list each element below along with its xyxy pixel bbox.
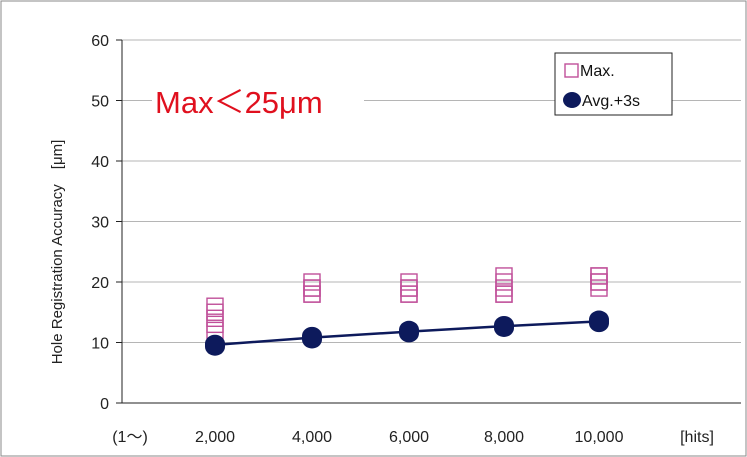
legend-avg-marker (563, 92, 581, 108)
y-tick-label: 50 (91, 94, 109, 111)
y-tick-label: 30 (91, 215, 109, 232)
legend-max-label: Max. (580, 63, 615, 80)
y-tick-label: 60 (91, 33, 109, 50)
y-axis-label: Hole Registration Accuracy [μm] (49, 140, 66, 365)
x-tick-label: 10,000 (575, 429, 624, 446)
x-axis-start-label: (1～) (112, 429, 148, 446)
max-annotation: Max＜25μm (155, 85, 323, 120)
y-tick-label: 20 (91, 275, 109, 292)
y-tick-label: 40 (91, 154, 109, 171)
avg-marker (302, 327, 322, 345)
legend-avg-label: Avg.+3s (582, 93, 640, 110)
y-tick-label: 0 (100, 396, 109, 413)
x-tick-label: 8,000 (484, 429, 524, 446)
avg-marker (205, 335, 225, 353)
avg-marker (399, 321, 419, 339)
y-tick-label: 10 (91, 336, 109, 353)
x-tick-label: 6,000 (389, 429, 429, 446)
avg-marker (494, 316, 514, 334)
avg-marker (589, 311, 609, 329)
x-tick-label: 4,000 (292, 429, 332, 446)
x-axis-unit-label: [hits] (680, 429, 714, 446)
legend: Max. Avg.+3s (555, 53, 672, 115)
x-tick-label: 2,000 (195, 429, 235, 446)
